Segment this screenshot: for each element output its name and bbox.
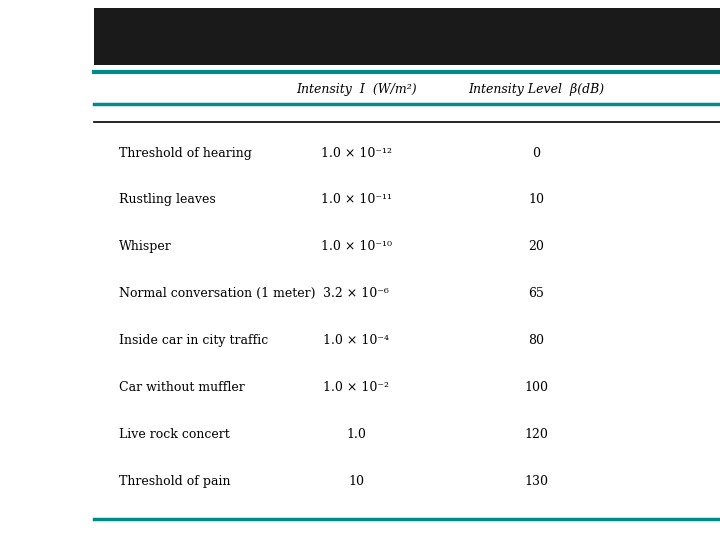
Text: Whisper: Whisper — [119, 240, 171, 253]
Text: Threshold of hearing: Threshold of hearing — [119, 146, 252, 159]
Text: Threshold of pain: Threshold of pain — [119, 475, 230, 488]
Text: Normal conversation (1 meter): Normal conversation (1 meter) — [119, 287, 315, 300]
Text: 65: 65 — [528, 287, 544, 300]
Text: 1.0 × 10⁻¹¹: 1.0 × 10⁻¹¹ — [321, 193, 392, 206]
Text: 130: 130 — [524, 475, 549, 488]
Text: 1.0 × 10⁻²: 1.0 × 10⁻² — [323, 381, 390, 394]
Text: 1.0 × 10⁻¹²: 1.0 × 10⁻¹² — [321, 146, 392, 159]
Text: 0: 0 — [532, 146, 541, 159]
Text: Live rock concert: Live rock concert — [119, 428, 230, 441]
Text: 10: 10 — [528, 193, 544, 206]
Text: 3.2 × 10⁻⁶: 3.2 × 10⁻⁶ — [323, 287, 390, 300]
Text: 100: 100 — [524, 381, 549, 394]
Text: Inside car in city traffic: Inside car in city traffic — [119, 334, 268, 347]
Text: 1.0 × 10⁻⁴: 1.0 × 10⁻⁴ — [323, 334, 390, 347]
Text: 80: 80 — [528, 334, 544, 347]
Text: 1.0: 1.0 — [346, 428, 366, 441]
Text: Intensity  I  (W/m²): Intensity I (W/m²) — [296, 83, 417, 96]
Text: 20: 20 — [528, 240, 544, 253]
Text: Rustling leaves: Rustling leaves — [119, 193, 215, 206]
Text: 120: 120 — [524, 428, 549, 441]
Text: 1.0 × 10⁻¹⁰: 1.0 × 10⁻¹⁰ — [321, 240, 392, 253]
Text: Intensity Level  β(dB): Intensity Level β(dB) — [468, 83, 605, 96]
Text: Car without muffler: Car without muffler — [119, 381, 245, 394]
Text: 10: 10 — [348, 475, 364, 488]
